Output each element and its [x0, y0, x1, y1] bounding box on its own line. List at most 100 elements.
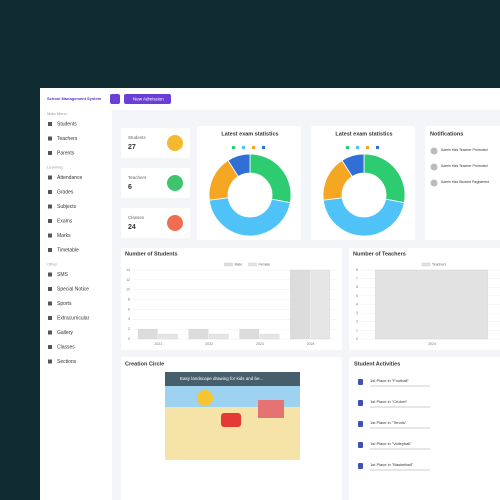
- chart-card: [121, 248, 342, 350]
- donut-segment: [322, 197, 405, 237]
- sidebar-item[interactable]: Gallery: [57, 330, 73, 336]
- bar: [290, 269, 310, 340]
- y-tick-label: 12: [126, 278, 130, 282]
- sidebar-item[interactable]: Subjects: [57, 204, 77, 210]
- sidebar-item[interactable]: Timetable: [57, 247, 79, 253]
- sidebar-item[interactable]: Classes: [57, 344, 75, 350]
- legend-swatch: [252, 146, 255, 149]
- bar: [137, 328, 158, 340]
- y-tick-label: 6: [356, 285, 358, 289]
- stat-icon: [167, 215, 183, 231]
- activity-title: 1st Place in "Cricket": [370, 399, 408, 404]
- y-tick-label: 14: [126, 268, 130, 272]
- x-tick-label: 2022: [205, 342, 213, 346]
- sidebar-item[interactable]: Sections: [57, 359, 77, 365]
- sidebar-icon: [48, 204, 52, 209]
- legend-swatch: [421, 262, 431, 267]
- x-tick-label: 2024: [428, 342, 436, 346]
- notification-text: Admin Has Teacher Promoted: [441, 148, 488, 152]
- stat-value: 24: [128, 224, 136, 231]
- activities-card: [349, 357, 500, 500]
- legend-swatch: [376, 146, 379, 149]
- sidebar-icon: [48, 122, 52, 126]
- bar: [158, 333, 178, 340]
- sidebar-icon: [48, 330, 52, 335]
- sidebar-item[interactable]: Extracurricular: [57, 315, 90, 321]
- avatar: [430, 163, 438, 171]
- video-title: Easy landscape drawing for kids and be..…: [180, 376, 263, 381]
- chart-title: Number of Teachers: [353, 251, 406, 257]
- new-admission-label: New Admission: [133, 97, 164, 102]
- trophy-icon: [358, 379, 363, 385]
- play-button[interactable]: [221, 413, 241, 427]
- sidebar-icon: [48, 301, 52, 306]
- y-tick-label: 6: [128, 307, 130, 311]
- sidebar-icon: [48, 359, 52, 364]
- new-admission-button[interactable]: [124, 94, 171, 104]
- y-tick-label: 2: [128, 327, 130, 331]
- y-tick-label: 4: [128, 317, 130, 321]
- chart-title: Number of Students: [125, 251, 178, 257]
- sidebar-item[interactable]: Attendance: [57, 175, 83, 181]
- notifications-title: Notifications: [430, 131, 463, 137]
- sidebar-icon: [48, 287, 52, 291]
- trophy-icon: [358, 421, 363, 427]
- legend-swatch: [366, 146, 369, 149]
- y-tick-label: 8: [128, 297, 130, 301]
- sidebar-icon: [48, 190, 52, 194]
- stat-label: Students: [128, 135, 147, 140]
- y-tick-label: 3: [356, 311, 358, 315]
- bar: [259, 333, 280, 340]
- donut-segment: [208, 197, 291, 237]
- sidebar-icon: [48, 316, 52, 320]
- y-tick-label: 0: [356, 337, 358, 341]
- sidebar-item[interactable]: Grades: [57, 189, 74, 195]
- y-tick-label: 10: [126, 288, 130, 292]
- legend-swatch: [242, 146, 245, 149]
- activity-title: 1st Place in "Basketball": [370, 462, 414, 467]
- sidebar-icon: [48, 272, 52, 277]
- bar: [239, 328, 260, 340]
- exam-title: Latest exam statistics: [335, 131, 392, 137]
- sidebar-item[interactable]: SMS: [57, 272, 69, 278]
- y-tick-label: 5: [356, 294, 358, 298]
- legend-label: Teachers: [432, 262, 446, 266]
- sidebar: [40, 88, 112, 500]
- sidebar-icon: [48, 248, 52, 252]
- trophy-icon: [358, 442, 363, 448]
- avatar: [430, 147, 438, 155]
- sidebar-item[interactable]: Teachers: [57, 136, 78, 142]
- bar: [310, 269, 331, 340]
- stat-label: Teachers: [128, 175, 147, 180]
- creation-title: Creation Circle: [125, 361, 164, 367]
- sidebar-icon: [48, 345, 52, 349]
- legend-swatch: [248, 262, 257, 267]
- bar: [208, 333, 229, 340]
- sidebar-item[interactable]: Students: [57, 121, 77, 127]
- activity-title: 1st Place in "Football": [370, 378, 409, 383]
- sidebar-icon: [48, 151, 52, 155]
- stat-label: Classes: [128, 215, 145, 220]
- top-bar: [112, 88, 500, 110]
- bar: [188, 328, 209, 340]
- sidebar-item[interactable]: Parents: [57, 150, 75, 156]
- sidebar-item[interactable]: Exams: [57, 218, 73, 224]
- x-tick-label: 2024: [307, 342, 315, 346]
- video-sun: [197, 390, 213, 406]
- sidebar-item[interactable]: Sports: [57, 301, 72, 307]
- y-tick-label: 0: [128, 337, 130, 341]
- avatar: [430, 179, 438, 187]
- x-tick-label: 2021: [154, 342, 162, 346]
- sidebar-item[interactable]: Special Notice: [57, 286, 89, 292]
- legend-swatch: [346, 146, 349, 149]
- y-tick-label: 8: [356, 268, 358, 272]
- exam-title: Latest exam statistics: [221, 131, 278, 137]
- sidebar-icon: [48, 233, 52, 238]
- bar: [375, 269, 488, 340]
- sidebar-item[interactable]: Marks: [57, 233, 71, 239]
- activity-title: 1st Place in "Tennis": [370, 420, 407, 425]
- y-tick-label: 7: [356, 277, 358, 281]
- menu-button[interactable]: [110, 94, 120, 104]
- sidebar-icon: [48, 219, 52, 223]
